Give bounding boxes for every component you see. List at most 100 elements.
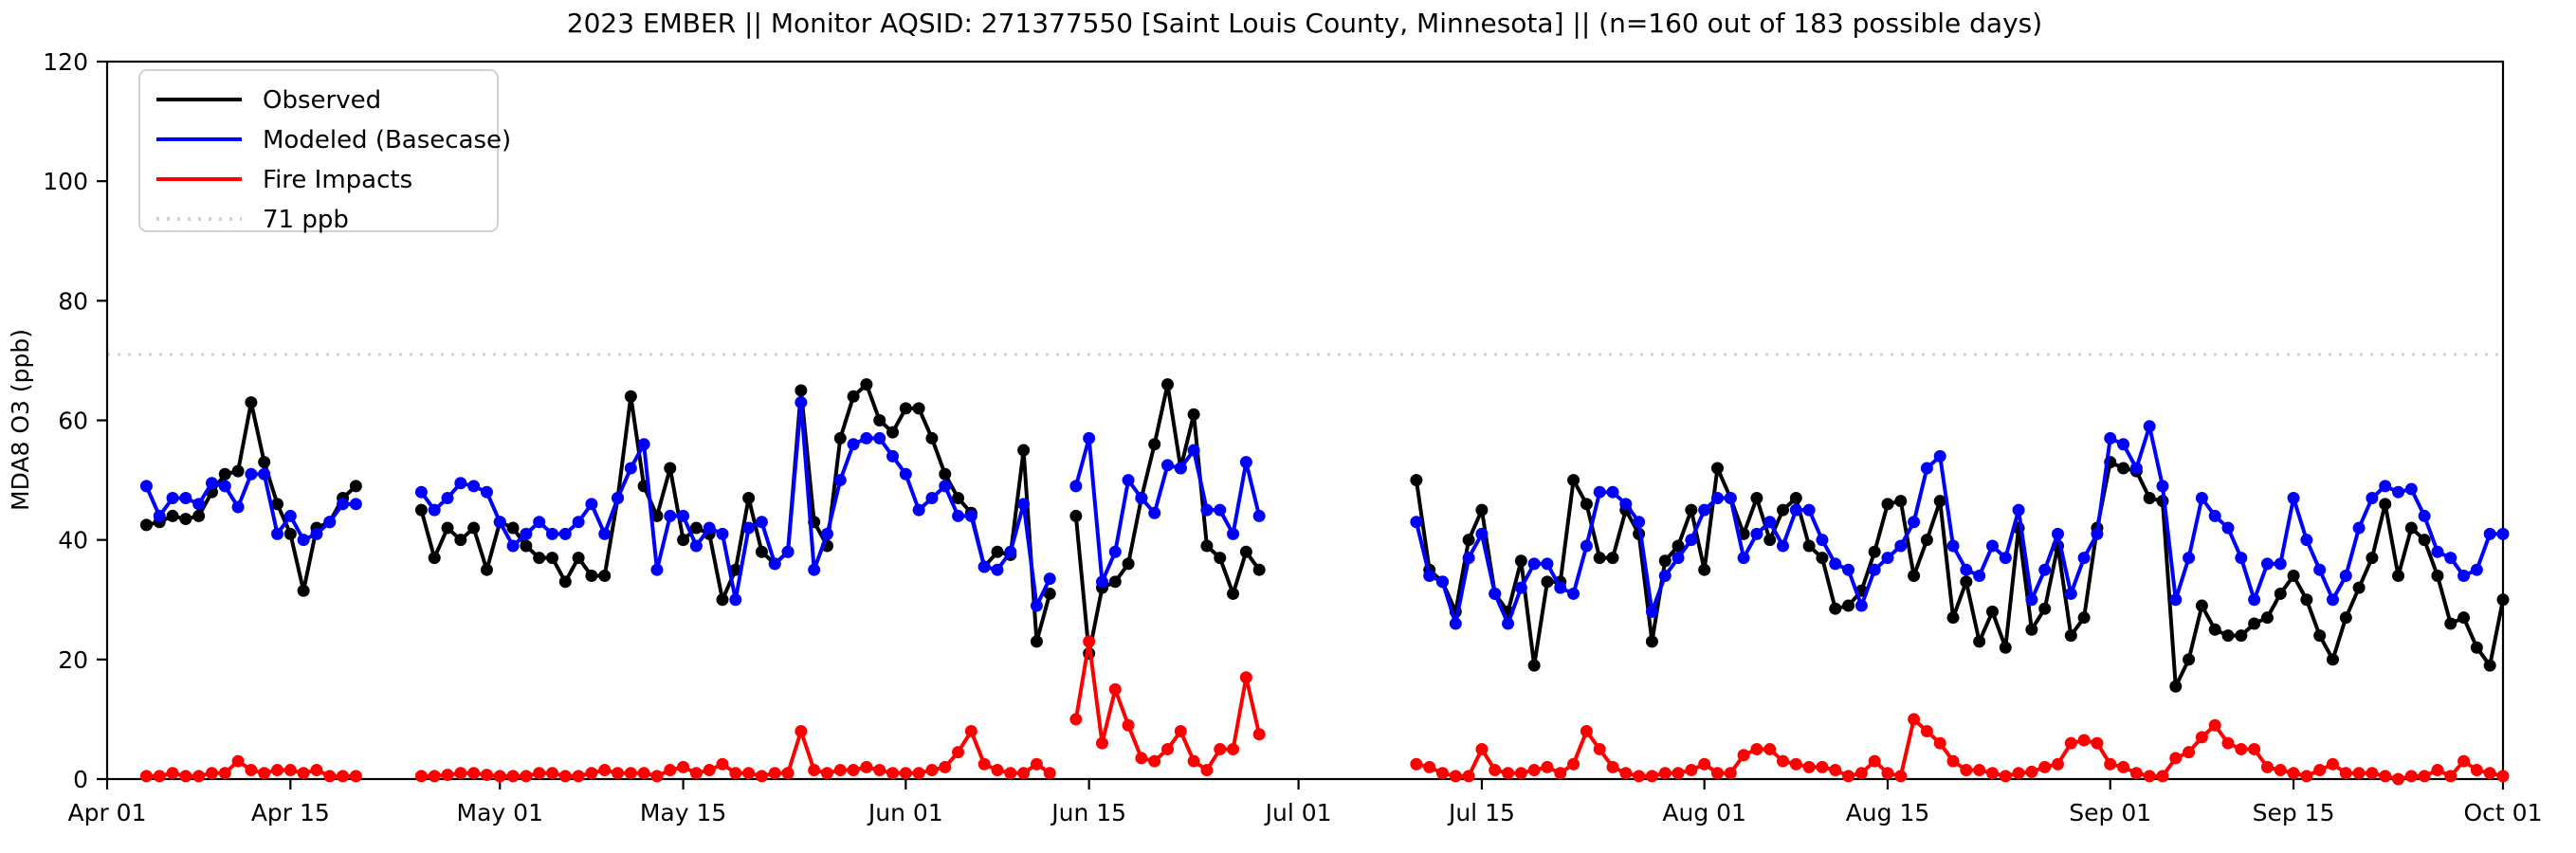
- data-point: [1593, 742, 1606, 755]
- data-point: [2287, 492, 2300, 505]
- data-point: [2274, 557, 2287, 571]
- data-point: [1567, 474, 1580, 487]
- data-point: [1423, 760, 1436, 773]
- data-point: [1161, 459, 1175, 472]
- data-point: [1030, 599, 1043, 612]
- data-point: [310, 527, 323, 540]
- data-point: [899, 467, 912, 481]
- data-point: [1108, 682, 1122, 696]
- data-point: [1816, 534, 1829, 547]
- data-point: [1881, 552, 1894, 565]
- data-point: [245, 764, 258, 777]
- data-point: [1854, 599, 1868, 612]
- data-point: [2418, 770, 2431, 783]
- data-point: [1789, 503, 1802, 517]
- data-point: [2143, 492, 2156, 505]
- data-point: [2431, 764, 2444, 777]
- x-tick-label: Jun 01: [867, 799, 943, 826]
- data-point: [1580, 725, 1593, 738]
- data-point: [1475, 527, 1489, 540]
- data-point: [2496, 770, 2510, 783]
- data-point: [1698, 503, 1711, 517]
- data-point: [323, 516, 337, 529]
- data-point: [1842, 563, 1855, 576]
- data-point: [1894, 770, 1908, 783]
- data-point: [166, 492, 179, 505]
- data-point: [1763, 742, 1777, 755]
- data-point: [2117, 438, 2130, 451]
- data-point: [860, 760, 873, 773]
- data-point: [2366, 492, 2379, 505]
- data-point: [755, 770, 768, 783]
- data-point: [742, 767, 756, 780]
- data-point: [1161, 742, 1175, 755]
- data-point: [1999, 770, 2012, 783]
- data-point: [2339, 767, 2352, 780]
- data-point: [1750, 527, 1763, 540]
- data-point: [231, 464, 245, 478]
- data-point: [1554, 581, 1567, 594]
- data-point: [1672, 767, 1685, 780]
- data-point: [1462, 534, 1475, 547]
- data-point: [1960, 575, 1973, 589]
- data-point: [2300, 593, 2313, 607]
- data-point: [1724, 492, 1737, 505]
- data-point: [1161, 378, 1175, 391]
- legend-item-modeled-basecase: Modeled (Basecase): [156, 126, 511, 154]
- data-point: [716, 757, 729, 771]
- data-point: [952, 509, 965, 522]
- data-point: [1816, 760, 1829, 773]
- data-point: [781, 545, 795, 558]
- data-point: [1933, 736, 1946, 750]
- data-point: [2091, 527, 2104, 540]
- data-point: [572, 516, 585, 529]
- data-point: [795, 725, 808, 738]
- data-point: [873, 414, 886, 426]
- data-point: [2431, 545, 2444, 558]
- data-point: [139, 770, 153, 783]
- data-point: [833, 431, 847, 445]
- data-point: [1227, 587, 1240, 600]
- data-point: [271, 527, 284, 540]
- data-point: [2404, 521, 2418, 535]
- data-point: [1710, 492, 1724, 505]
- data-point: [349, 498, 362, 511]
- data-point: [2208, 623, 2221, 636]
- data-point: [768, 767, 781, 780]
- data-point: [1777, 539, 1790, 553]
- data-point: [952, 492, 965, 505]
- data-point: [533, 516, 546, 529]
- data-point: [1854, 767, 1868, 780]
- data-point: [283, 764, 297, 777]
- data-point: [703, 521, 716, 535]
- data-point: [2052, 757, 2065, 771]
- data-point: [520, 527, 533, 540]
- data-point: [454, 534, 467, 547]
- data-point: [1004, 545, 1017, 558]
- data-point: [2195, 731, 2208, 744]
- data-point: [1946, 754, 1960, 768]
- data-point: [2235, 629, 2248, 643]
- data-point: [820, 527, 833, 540]
- data-point: [1933, 449, 1946, 463]
- data-point: [2313, 764, 2327, 777]
- data-point: [585, 498, 598, 511]
- data-point: [1960, 563, 1973, 576]
- data-point: [1410, 474, 1423, 487]
- data-point: [1985, 605, 1999, 618]
- data-point: [2064, 736, 2077, 750]
- data-point: [2235, 552, 2248, 565]
- data-point: [2326, 593, 2339, 607]
- data-point: [1527, 764, 1541, 777]
- data-point: [1789, 757, 1802, 771]
- data-point: [1946, 611, 1960, 625]
- data-point: [1658, 570, 1672, 583]
- data-point: [612, 767, 625, 780]
- data-point: [2143, 420, 2156, 433]
- x-tick-label: Apr 15: [251, 799, 330, 826]
- data-point: [1135, 492, 1148, 505]
- data-point: [1999, 641, 2012, 654]
- data-point: [1633, 770, 1646, 783]
- data-point: [493, 770, 506, 783]
- data-point: [166, 767, 179, 780]
